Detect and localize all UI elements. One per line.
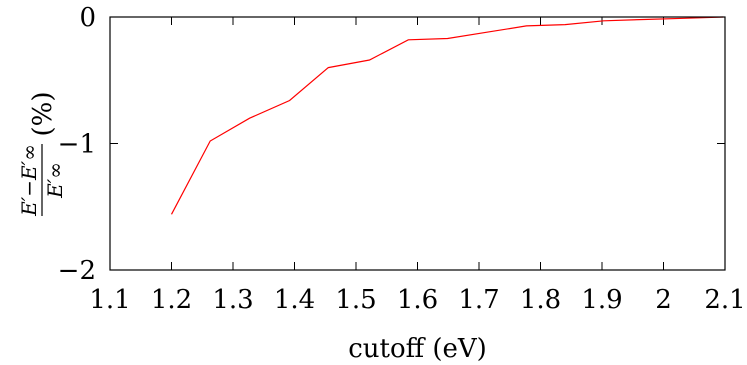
x-tick-label: 1.7 bbox=[458, 285, 499, 315]
y-axis-label-numerator: E′−E′∞ bbox=[17, 144, 41, 217]
y-axis-label: E′−E′∞ E′∞ (%) bbox=[17, 92, 67, 217]
y-tick-label: −1 bbox=[58, 130, 96, 160]
x-tick-label: 1.6 bbox=[397, 285, 438, 315]
x-tick-label: 1.3 bbox=[212, 285, 253, 315]
x-tick-label: 2 bbox=[655, 285, 672, 315]
tick-labels-layer: 1.1 1.2 1.3 1.4 1.5 1.6 1.7 1.8 1.9 2 2.1 0 −1 −2 bbox=[58, 3, 746, 315]
x-tick-label: 1.9 bbox=[581, 285, 622, 315]
x-tick-label: 2.1 bbox=[704, 285, 745, 315]
x-tick-label: 1.4 bbox=[274, 285, 315, 315]
x-tick-label: 1.1 bbox=[89, 285, 130, 315]
y-tick-label: −2 bbox=[58, 256, 96, 286]
ticks-layer bbox=[109, 16, 726, 271]
x-tick-label: 1.5 bbox=[335, 285, 376, 315]
series-line bbox=[170, 16, 724, 215]
x-tick-label: 1.2 bbox=[151, 285, 192, 315]
y-tick-label: 0 bbox=[79, 3, 96, 33]
x-axis-label: cutoff (eV) bbox=[348, 334, 487, 364]
y-axis-label-unit: (%) bbox=[28, 92, 58, 137]
plot-area-frame bbox=[109, 16, 726, 271]
x-tick-label: 1.8 bbox=[520, 285, 561, 315]
y-axis-label-denominator: E′∞ bbox=[43, 162, 67, 199]
series-layer bbox=[170, 16, 724, 215]
